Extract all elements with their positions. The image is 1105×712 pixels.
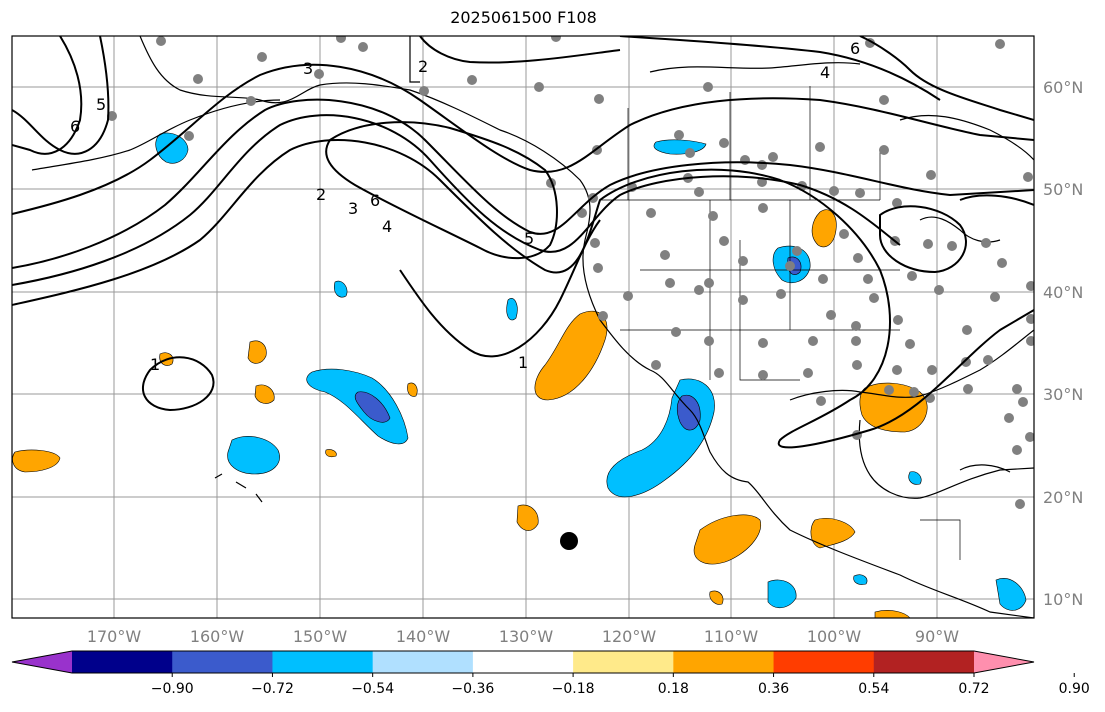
- lon-tick: 150°W: [293, 627, 348, 646]
- lon-tick: 120°W: [602, 627, 657, 646]
- contour-label: 2: [418, 57, 428, 76]
- colorbar-tick-label: 0.36: [758, 681, 789, 697]
- contour-label: 4: [382, 217, 392, 236]
- lat-tick: 50°N: [1043, 180, 1083, 199]
- colorbar-extend-low: [12, 651, 72, 673]
- colorbar-tick-label: 0.90: [1059, 681, 1090, 697]
- lat-tick: 60°N: [1043, 78, 1083, 97]
- colorbar-segment: [372, 651, 474, 673]
- colorbar-outline: [11, 650, 1035, 674]
- contour-labels: 2 3 4 6 2 3 6 4 5 1 1 5 6: [70, 39, 860, 374]
- colorbar-tick-label: 0.72: [958, 681, 989, 697]
- latitude-ticks: 60°N 50°N 40°N 30°N 20°N 10°N: [1043, 78, 1083, 609]
- contour-label: 5: [524, 229, 534, 248]
- chart-title: 2025061500 F108: [450, 8, 597, 27]
- colorbar-segment: [272, 651, 374, 673]
- contour-label: 6: [370, 191, 380, 210]
- colorbar-tick-label: −0.54: [351, 681, 394, 697]
- lon-tick: 110°W: [704, 627, 759, 646]
- station-points: [107, 36, 1034, 509]
- colorbar-extend-high: [974, 651, 1034, 673]
- lat-tick: 20°N: [1043, 488, 1083, 507]
- longitude-ticks: 170°W 160°W 150°W 140°W 130°W 120°W 110°…: [87, 627, 959, 646]
- graticule: [12, 36, 1034, 618]
- colorbar-tick-label: −0.72: [251, 681, 294, 697]
- colorbar-tick-label: 0.18: [658, 681, 689, 697]
- contour-label: 1: [518, 353, 528, 372]
- lat-tick: 10°N: [1043, 590, 1083, 609]
- colorbar-tick-label: −0.36: [451, 681, 494, 697]
- contour-label: 5: [96, 95, 106, 114]
- lon-tick: 140°W: [396, 627, 451, 646]
- colorbar-tick-label: 0.54: [858, 681, 889, 697]
- contour-label: 3: [303, 59, 313, 78]
- lon-tick: 90°W: [915, 627, 959, 646]
- colorbar-tick-label: −0.18: [552, 681, 595, 697]
- lon-tick: 170°W: [87, 627, 142, 646]
- lat-tick: 40°N: [1043, 283, 1083, 302]
- contour-label: 6: [850, 39, 860, 58]
- storm-center-marker: [560, 532, 578, 550]
- map-border: [11, 35, 1035, 619]
- colorbar-segment: [873, 651, 975, 673]
- colorbar-segment: [472, 651, 574, 673]
- lat-tick: 30°N: [1043, 385, 1083, 404]
- contour-label: 3: [348, 199, 358, 218]
- map-background: [12, 36, 1034, 618]
- colorbar-segment: [172, 651, 273, 673]
- colorbar-segment: [573, 651, 674, 673]
- colorbar-segment: [773, 651, 875, 673]
- colorbar-tick-label: −0.90: [151, 681, 194, 697]
- contour-label: 2: [316, 185, 326, 204]
- anomaly-fields: [12, 132, 1027, 618]
- colorbar-segment: [673, 651, 775, 673]
- lon-tick: 160°W: [190, 627, 245, 646]
- contour-lines: [12, 36, 1034, 449]
- contour-label: 6: [70, 117, 80, 136]
- lon-tick: 130°W: [499, 627, 554, 646]
- colorbar: −0.90 −0.72 −0.54 −0.36 −0.18 0.18 0.36 0.54 0.7…: [11, 650, 1090, 697]
- lon-tick: 100°W: [807, 627, 862, 646]
- contour-label: 1: [150, 355, 160, 374]
- colorbar-segment: [72, 651, 173, 673]
- contour-label: 4: [820, 63, 830, 82]
- coastlines: [31, 36, 1034, 618]
